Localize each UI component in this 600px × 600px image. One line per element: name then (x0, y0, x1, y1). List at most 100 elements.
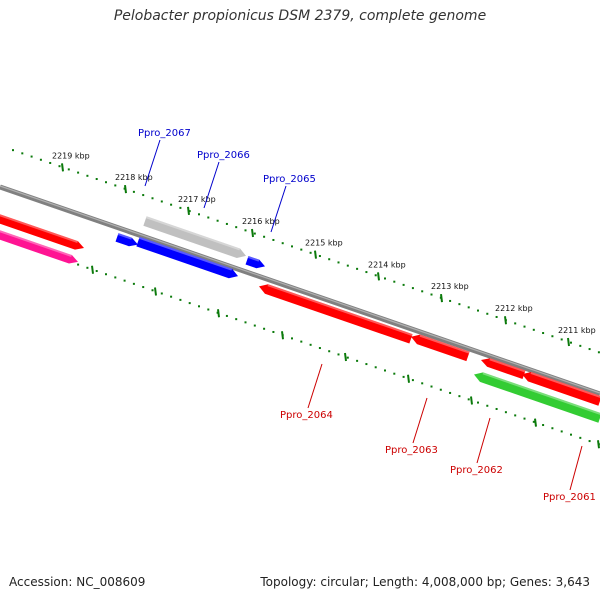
major-tick (344, 352, 347, 362)
outer-tick-dot (570, 341, 572, 344)
kbp-label: 2217 kbp (178, 195, 216, 204)
outer-tick-dot (188, 210, 191, 213)
outer-tick-dot (300, 248, 303, 251)
outer-tick-dot (30, 155, 33, 158)
inner-tick-dot (439, 388, 442, 391)
inner-tick-dot (95, 270, 98, 273)
outer-tick-dot (253, 232, 256, 235)
gene-ppro-2061-body (481, 358, 526, 380)
gene-ppro-2066-body (136, 236, 239, 279)
outer-tick-dot (346, 264, 349, 267)
inner-tick-dot (495, 407, 498, 410)
outer-tick-dot (523, 325, 526, 328)
outer-tick-dot (170, 203, 173, 206)
inner-tick-dot (142, 286, 145, 289)
outer-tick-dot (393, 280, 396, 283)
genome-backbone (0, 184, 600, 397)
outer-tick-dot (142, 194, 145, 197)
outer-tick-dot (179, 206, 182, 209)
major-tick (187, 206, 190, 215)
outer-tick-dot (402, 283, 405, 286)
gene-leader-line (476, 417, 491, 464)
outer-tick-dot (579, 344, 582, 347)
gene-ppro-2064-body (259, 284, 413, 344)
outer-tick-dot (281, 242, 284, 245)
gene-ppro-2061-shine (489, 358, 526, 373)
outer-tick-dot (495, 315, 498, 318)
major-tick (597, 440, 600, 449)
outer-tick-dot (551, 335, 554, 338)
major-tick (217, 309, 220, 318)
topology-text: Topology: circular; Length: 4,008,000 bp… (260, 575, 590, 589)
outer-tick-dot (597, 351, 600, 354)
inner-tick-dot (198, 305, 200, 308)
outer-tick-dot (328, 258, 331, 261)
inner-tick-dot (560, 430, 563, 433)
gene-ppro-2063-body (411, 334, 470, 362)
inner-tick-dot (551, 427, 554, 430)
gene-ppro-2066-shine (138, 236, 233, 271)
outer-tick-dot (198, 213, 200, 216)
outer-tick-dot (560, 338, 563, 341)
gene-ppro-2062 (474, 372, 600, 423)
gene-ppro-2065-body (245, 255, 266, 269)
inner-tick-dot (356, 359, 359, 362)
gene-left-red-body (0, 211, 85, 250)
inner-tick-dot (235, 318, 238, 321)
outer-tick-dot (216, 219, 219, 222)
map-title: Pelobacter propionicus DSM 2379, complet… (113, 8, 487, 24)
inner-tick-dot (402, 375, 405, 378)
kbp-label: 2218 kbp (115, 173, 153, 182)
inner-tick-dot (579, 436, 582, 439)
outer-tick-dot (132, 190, 135, 193)
gene-ppro-2064 (259, 284, 413, 344)
outer-tick-dot (514, 322, 517, 325)
inner-tick-dot (179, 298, 182, 301)
label-layer: 2219 kbp 2218 kbp 2217 kbp 2216 kbp 2215 kbp… (52, 128, 596, 503)
outer-tick-dot (449, 299, 452, 302)
gene-ppro-2065-shine (247, 255, 260, 262)
outer-tick-dot (365, 271, 368, 274)
major-tick (314, 250, 317, 259)
outer-tick-dot (272, 238, 275, 241)
gene-ppro-2067-body (115, 233, 139, 247)
inner-tick-dot (337, 353, 340, 356)
inner-tick-dot (393, 372, 396, 375)
major-tick (154, 287, 157, 296)
gene-leader-line (203, 161, 220, 209)
inner-tick-dot (207, 308, 210, 311)
gene-ppro-2067-shine (117, 233, 132, 240)
outer-tick-dot (235, 226, 238, 229)
outer-tick-dot (86, 174, 89, 177)
inner-tick-dot (532, 420, 535, 423)
tick-layer (12, 149, 600, 449)
gene-leader-line (270, 185, 287, 233)
outer-tick-dot (430, 293, 433, 296)
gene-label: Ppro_2066 (197, 150, 250, 161)
gene-ppro-2066-bar-body (143, 216, 247, 258)
accession-text: Accession: NC_008609 (9, 575, 146, 589)
inner-tick-dot (132, 282, 135, 285)
inner-tick-dot (542, 424, 545, 427)
inner-tick-dot (309, 343, 312, 346)
outer-tick-dot (411, 287, 414, 290)
outer-tick-dot (318, 255, 321, 258)
inner-tick-dot (318, 347, 321, 350)
gene-ppro-2066-bar (143, 216, 247, 258)
inner-tick-dot (123, 279, 126, 282)
kbp-label: 2215 kbp (305, 239, 343, 248)
inner-tick-dot (467, 398, 470, 401)
gene-label: Ppro_2061 (543, 492, 596, 503)
outer-tick-dot (151, 197, 154, 200)
outer-tick-dot (458, 303, 461, 306)
gene-ppro-2063-shine (419, 334, 470, 354)
inner-tick-dot (328, 350, 331, 353)
outer-tick-dot (337, 261, 340, 264)
gene-leader-line (144, 139, 161, 187)
outer-tick-dot (160, 200, 163, 203)
gene-ppro-2061-b-body (522, 371, 600, 406)
gene-left-pink-shine (0, 227, 72, 257)
kbp-label: 2213 kbp (431, 282, 469, 291)
gene-left-red (0, 211, 85, 250)
